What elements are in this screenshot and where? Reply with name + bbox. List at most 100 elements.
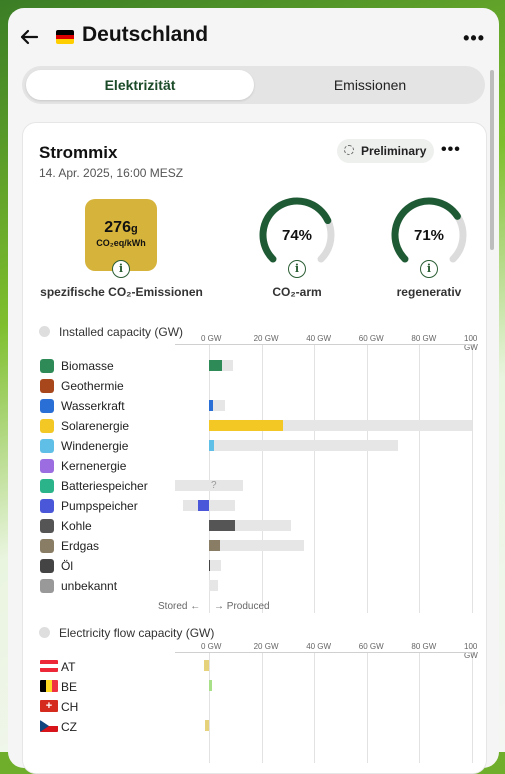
gridline [472,652,473,763]
stored-capacity-bar [182,500,209,511]
axis-tick-label: 100 GW [464,334,478,352]
pending-circle-icon [344,145,354,155]
axis-tick-label: 100 GW [464,642,478,660]
axis-tick-label: 40 GW [306,334,332,343]
co2-label: spezifische CO₂-Emissionen [40,285,203,299]
stored-label: Stored ← [158,601,201,612]
gridline [209,344,210,613]
waves-icon [40,399,54,413]
card-date: 14. Apr. 2025, 16:00 MESZ [39,166,184,180]
question-icon [40,579,54,593]
axis-tick-label: 40 GW [306,642,332,651]
heat-icon [40,379,54,393]
production-bar [209,420,283,431]
axis-tick-label: 80 GW [411,334,437,343]
gas-flame-icon [40,539,54,553]
atom-icon [40,459,54,473]
co2-intensity-box[interactable]: 276g CO₂eq/kWh [85,199,157,271]
gridline [366,652,368,763]
gridline [472,344,473,613]
panel-header: Deutschland ••• [8,8,499,68]
installed-capacity-bar [209,480,244,491]
flag-belgium-icon [40,680,58,692]
card-menu-button[interactable]: ••• [441,141,461,158]
legend-label: Kohle [61,519,92,533]
legend-label: CH [61,700,79,714]
gridline [209,652,210,763]
axis-tick-label: 20 GW [253,642,279,651]
info-icon[interactable]: i [288,260,306,278]
installed-capacity-bar [209,560,221,571]
production-bar [209,560,211,571]
legend-label: Wasserkraft [61,399,125,413]
flag-czechia-icon [40,720,58,732]
gauge-fill [391,197,461,263]
renewable-value: 71% [413,227,445,244]
flow-capacity-title: Electricity flow capacity (GW) [59,626,215,640]
gridline [261,652,263,763]
co2-free-label: CO₂-arm [272,285,322,299]
production-bar [209,400,213,411]
legend-label: AT [61,660,76,674]
co2-free-value: 74% [281,227,313,244]
flow-bar [203,660,209,671]
tab-elektrizitaet[interactable]: Elektrizität [26,70,254,100]
info-icon[interactable]: i [112,260,130,278]
production-bar [209,520,236,531]
wind-icon [40,439,54,453]
tab-bar: Elektrizität Emissionen [22,66,485,104]
installed-capacity-bar [209,520,291,531]
more-menu-button[interactable]: ••• [463,28,485,48]
legend-label: Geothermie [61,379,124,393]
flag-austria-icon [40,660,58,672]
gridline [314,652,316,763]
flag-germany-icon [56,30,74,44]
legend-label: Batteriespeicher [61,479,148,493]
legend-label: Windenergie [61,439,129,453]
renewable-gauge [391,197,467,263]
legend-label: Kernenergie [61,459,127,473]
co2-value: 276g [104,219,138,236]
legend-label: Öl [61,559,73,573]
axis-tick-label: 60 GW [358,334,384,343]
stored-capacity-bar [174,480,209,491]
legend-label: Biomasse [61,359,114,373]
production-bar [209,440,215,451]
info-icon[interactable]: i [420,260,438,278]
gauge-fill [259,197,332,263]
card-title: Strommix [39,143,118,162]
axis-tick-label: 0 GW [201,642,222,651]
installed-capacity-title: Installed capacity (GW) [59,325,184,339]
installed-capacity-bar [209,500,236,511]
installed-capacity-bar [209,420,472,431]
legend-label: BE [61,680,78,694]
legend-label: Erdgas [61,539,100,553]
scrollbar[interactable] [490,70,494,250]
produced-label: → Produced [214,601,270,612]
preliminary-badge[interactable]: Preliminary [337,139,435,163]
section-toggle-dot[interactable] [39,326,50,337]
oil-drop-icon [40,559,54,573]
legend-label: CZ [61,720,77,734]
sun-icon [40,419,54,433]
coal-icon [40,519,54,533]
arrow-left-icon[interactable] [18,26,40,48]
axis-tick-label: 60 GW [358,642,384,651]
co2-unit: CO₂eq/kWh [96,238,146,248]
production-bar [209,360,223,371]
pump-icon [40,499,54,513]
co2-free-gauge [259,197,335,263]
flow-bar [205,720,209,731]
axis-top-line [174,344,472,345]
legend-label: unbekannt [61,579,118,593]
legend-label: Pumpspeicher [61,499,138,513]
gridline [314,344,316,613]
flag-switzerland-icon: + [40,700,58,712]
country-panel: Deutschland ••• Elektrizität Emissionen … [8,8,499,774]
tab-emissionen[interactable]: Emissionen [333,77,407,93]
section-toggle-dot[interactable] [39,627,50,638]
axis-tick-label: 0 GW [201,334,222,343]
preliminary-label: Preliminary [361,144,427,158]
flag-triangle [40,720,49,732]
gridline [419,652,421,763]
